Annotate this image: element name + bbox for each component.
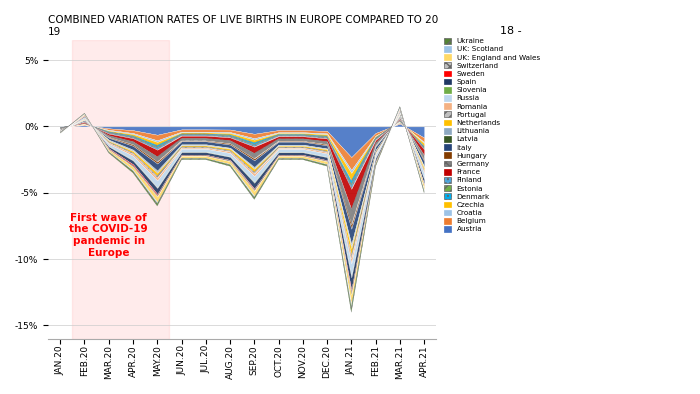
- Bar: [72, 40, 169, 339]
- Legend: Ukraine, UK: Scotland, UK: England and Wales, Switzerland, Sweden, Spain, Sloven: Ukraine, UK: Scotland, UK: England and W…: [444, 38, 540, 232]
- Text: First wave of
the COVID-19
pandemic in
Europe: First wave of the COVID-19 pandemic in E…: [69, 213, 148, 258]
- Text: 18 -: 18 -: [500, 26, 522, 35]
- Text: COMBINED VARIATION RATES OF LIVE BIRTHS IN EUROPE COMPARED TO 20
19: COMBINED VARIATION RATES OF LIVE BIRTHS …: [48, 15, 438, 37]
